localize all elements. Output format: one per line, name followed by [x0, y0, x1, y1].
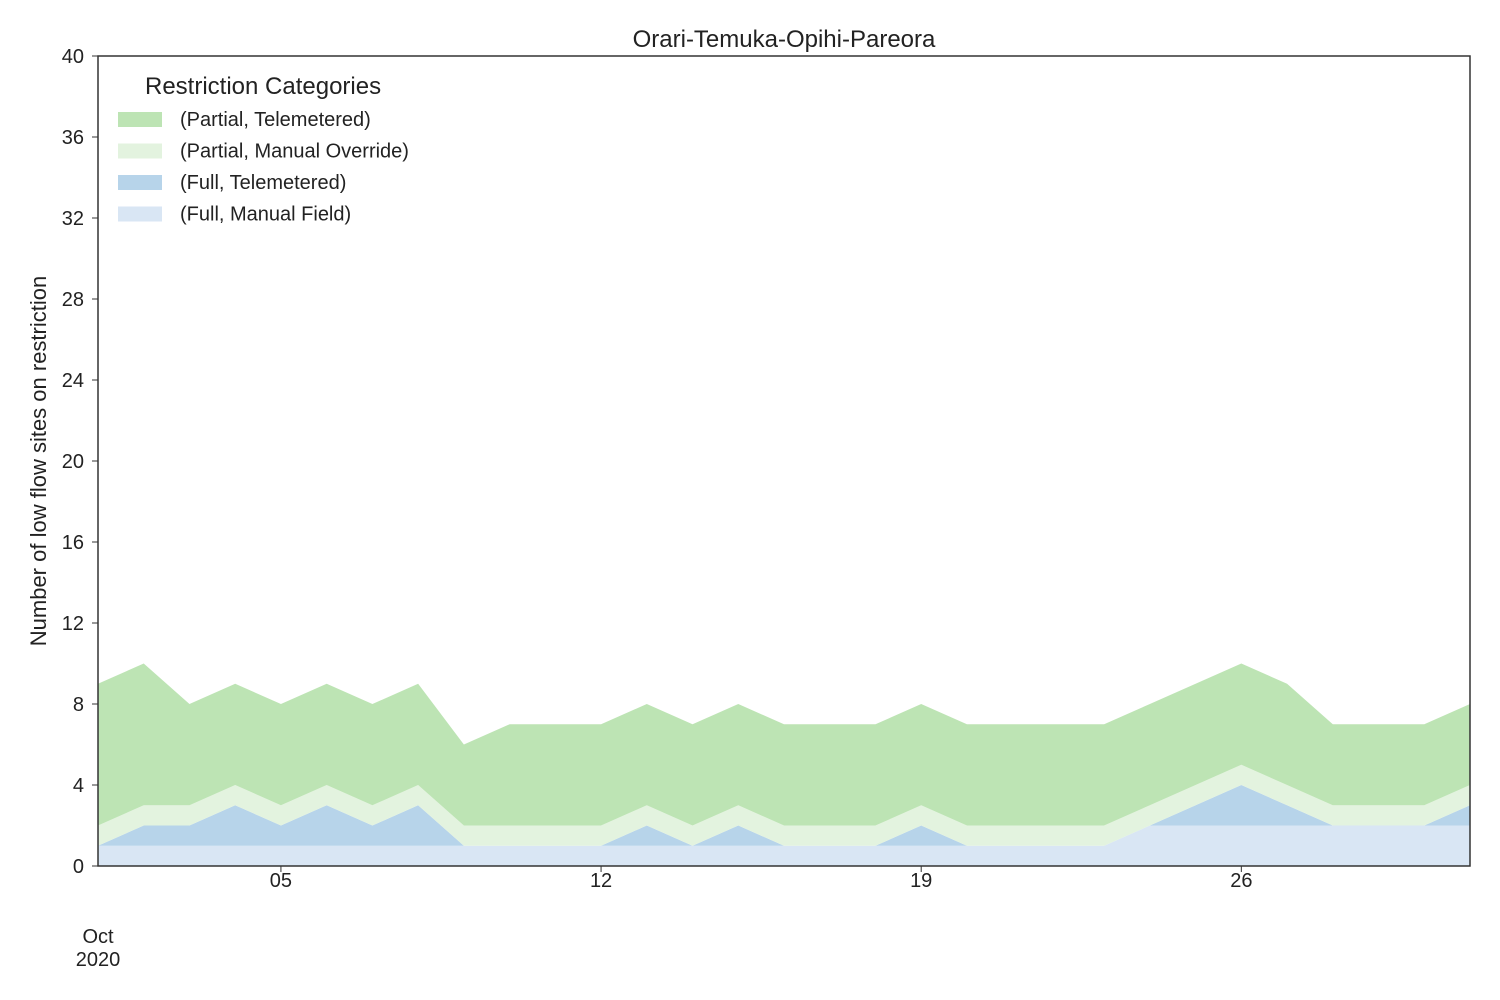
area-partial-telemetered — [98, 663, 1470, 826]
legend-title: Restriction Categories — [145, 73, 381, 100]
legend-swatch-partial-telemetered — [118, 112, 162, 127]
legend-swatch-full-telemetered — [118, 175, 162, 190]
area-series-group — [98, 663, 1470, 866]
legend-swatch-partial-manual-override — [118, 143, 162, 159]
legend-swatch-full-manual-field — [118, 206, 162, 222]
x-tick-label: 19 — [910, 870, 932, 892]
legend-label-partial-telemetered: (Partial, Telemetered) — [180, 109, 371, 131]
y-axis-label: Number of low flow sites on restriction — [26, 276, 51, 646]
y-tick-label: 16 — [62, 532, 84, 554]
area-full-telemetered — [98, 785, 1470, 846]
x-tick-label: 05 — [270, 870, 292, 892]
legend-label-full-manual-field: (Full, Manual Field) — [180, 204, 351, 226]
y-axis-ticks: 0 4 8 12 16 20 24 28 32 36 40 — [62, 46, 98, 878]
chart-title: Orari-Temuka-Opihi-Pareora — [633, 26, 936, 53]
x-tick-label: 26 — [1230, 870, 1252, 892]
area-partial-manual-override — [98, 764, 1470, 846]
y-tick-label: 8 — [73, 694, 84, 716]
x-tick-label: 12 — [590, 870, 612, 892]
x-axis-ticks: 05 12 19 26 — [270, 866, 1252, 892]
legend: Restriction Categories (Partial, Telemet… — [118, 73, 409, 226]
y-tick-label: 12 — [62, 613, 84, 635]
y-tick-label: 40 — [62, 46, 84, 68]
y-tick-label: 20 — [62, 451, 84, 473]
x-axis-month-label: Oct — [82, 926, 114, 948]
y-tick-label: 0 — [73, 856, 84, 878]
y-tick-label: 36 — [62, 127, 84, 149]
legend-label-full-telemetered: (Full, Telemetered) — [180, 172, 346, 194]
legend-label-partial-manual-override: (Partial, Manual Override) — [180, 141, 409, 163]
y-tick-label: 28 — [62, 289, 84, 311]
y-tick-label: 32 — [62, 208, 84, 230]
y-tick-label: 24 — [62, 370, 84, 392]
x-axis-year-label: 2020 — [76, 949, 121, 971]
y-tick-label: 4 — [73, 775, 84, 797]
